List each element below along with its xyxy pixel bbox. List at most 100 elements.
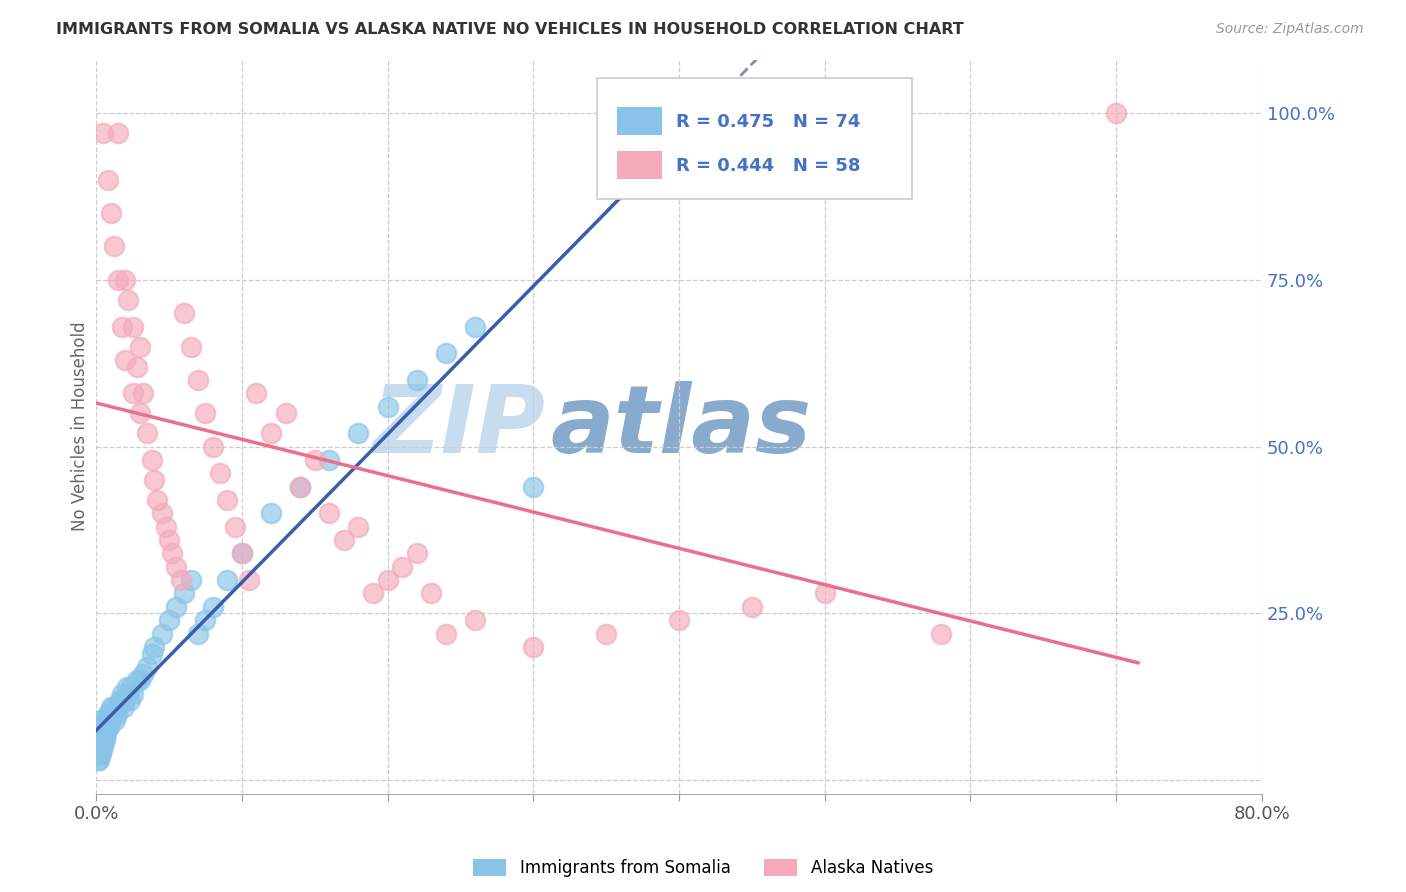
Text: R = 0.444   N = 58: R = 0.444 N = 58	[675, 157, 860, 175]
Point	[165, 599, 187, 614]
Point	[132, 386, 155, 401]
Point	[129, 406, 152, 420]
Point	[180, 573, 202, 587]
Point	[112, 700, 135, 714]
Point	[150, 626, 173, 640]
Text: Source: ZipAtlas.com: Source: ZipAtlas.com	[1216, 22, 1364, 37]
Point	[143, 640, 166, 654]
Point	[595, 626, 617, 640]
Point	[89, 726, 111, 740]
Point	[107, 126, 129, 140]
Point	[91, 720, 114, 734]
Point	[94, 713, 117, 727]
Point	[104, 713, 127, 727]
Point	[194, 406, 217, 420]
Point	[107, 700, 129, 714]
Point	[94, 726, 117, 740]
Legend: Immigrants from Somalia, Alaska Natives: Immigrants from Somalia, Alaska Natives	[467, 852, 939, 884]
Point	[377, 400, 399, 414]
Point	[201, 599, 224, 614]
Point	[129, 340, 152, 354]
Point	[97, 706, 120, 721]
Bar	[617, 107, 662, 136]
Point	[522, 480, 544, 494]
Point	[143, 473, 166, 487]
Point	[93, 739, 115, 754]
Point	[180, 340, 202, 354]
Point	[405, 546, 427, 560]
Point	[231, 546, 253, 560]
Point	[93, 733, 115, 747]
Point	[318, 453, 340, 467]
Point	[120, 680, 142, 694]
Text: atlas: atlas	[551, 381, 813, 473]
Point	[86, 733, 108, 747]
Point	[464, 319, 486, 334]
Point	[668, 613, 690, 627]
Point	[97, 172, 120, 186]
Point	[420, 586, 443, 600]
Point	[100, 700, 122, 714]
Point	[132, 666, 155, 681]
Point	[108, 693, 131, 707]
Point	[90, 733, 112, 747]
Point	[155, 520, 177, 534]
Point	[121, 386, 143, 401]
Point	[741, 599, 763, 614]
Point	[260, 426, 283, 441]
Point	[434, 626, 457, 640]
Point	[146, 493, 169, 508]
Point	[405, 373, 427, 387]
Point	[103, 239, 125, 253]
Point	[89, 733, 111, 747]
Point	[89, 747, 111, 761]
Point	[224, 520, 246, 534]
Text: ZIP: ZIP	[373, 381, 546, 473]
Point	[117, 293, 139, 307]
Point	[238, 573, 260, 587]
Text: R = 0.475   N = 74: R = 0.475 N = 74	[675, 113, 860, 131]
Point	[157, 613, 180, 627]
Point	[90, 726, 112, 740]
Point	[89, 739, 111, 754]
Point	[115, 680, 138, 694]
Point	[318, 507, 340, 521]
Point	[101, 706, 124, 721]
Point	[86, 753, 108, 767]
Point	[150, 507, 173, 521]
Point	[165, 559, 187, 574]
Point	[125, 673, 148, 688]
Point	[136, 426, 159, 441]
Point	[136, 660, 159, 674]
Point	[347, 520, 370, 534]
Point	[290, 480, 312, 494]
Point	[814, 586, 837, 600]
Point	[464, 613, 486, 627]
Point	[91, 726, 114, 740]
Point	[245, 386, 267, 401]
Bar	[617, 152, 662, 179]
Point	[333, 533, 356, 547]
Point	[170, 573, 193, 587]
Point	[121, 687, 143, 701]
Point	[434, 346, 457, 360]
Point	[187, 373, 209, 387]
Point	[290, 480, 312, 494]
Point	[173, 586, 195, 600]
Point	[209, 467, 232, 481]
Point	[187, 626, 209, 640]
Point	[100, 713, 122, 727]
Point	[98, 706, 121, 721]
Point	[117, 687, 139, 701]
Point	[118, 693, 141, 707]
Point	[98, 720, 121, 734]
Point	[141, 453, 163, 467]
Point	[105, 706, 128, 721]
Point	[274, 406, 297, 420]
Point	[90, 739, 112, 754]
Point	[96, 726, 118, 740]
FancyBboxPatch shape	[598, 78, 912, 199]
Point	[121, 319, 143, 334]
Point	[97, 720, 120, 734]
Point	[91, 739, 114, 754]
